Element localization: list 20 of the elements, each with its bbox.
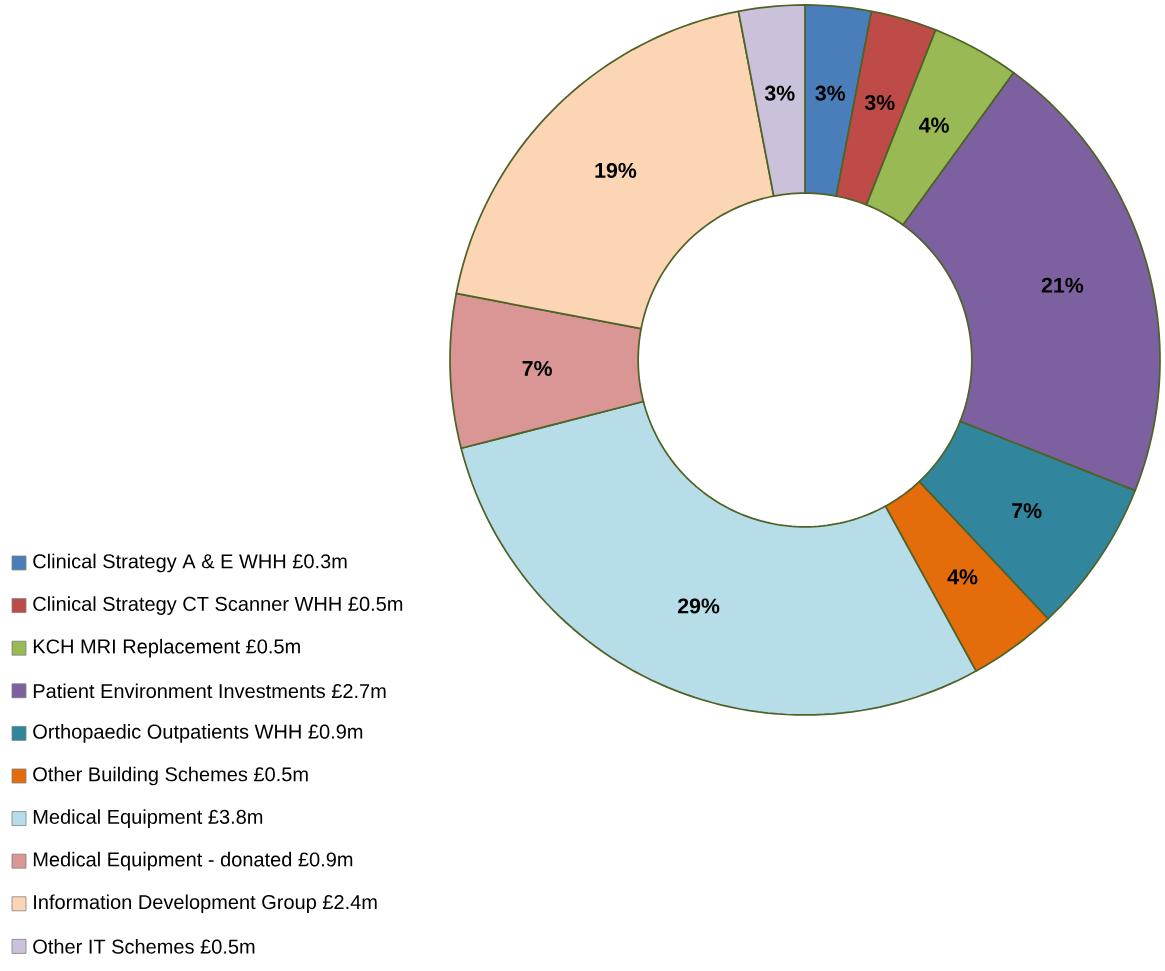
legend-label: Other Building Schemes £0.5m bbox=[33, 766, 308, 786]
legend-label: KCH MRI Replacement £0.5m bbox=[33, 638, 300, 658]
data-label: 7% bbox=[1012, 503, 1042, 519]
legend-label: Patient Environment Investments £2.7m bbox=[33, 683, 386, 699]
legend-label: Other IT Schemes £0.5m bbox=[33, 939, 255, 954]
data-label: 3% bbox=[815, 85, 846, 101]
legend-label: Clinical Strategy CT Scanner WHH £0.5m bbox=[33, 596, 403, 615]
data-label: 4% bbox=[947, 569, 978, 585]
data-label: 19% bbox=[595, 162, 637, 179]
data-label: 3% bbox=[764, 85, 795, 101]
legend-label: Clinical Strategy A & E WHH £0.3m bbox=[33, 553, 347, 573]
legend-label: Medical Equipment - donated £0.9m bbox=[33, 851, 353, 871]
data-label: 21% bbox=[1041, 277, 1084, 293]
legend-label: Orthopaedic Outpatients WHH £0.9m bbox=[33, 724, 363, 743]
data-label: 3% bbox=[864, 95, 895, 111]
data-label: 4% bbox=[919, 117, 949, 133]
data-label: 7% bbox=[522, 360, 552, 376]
data-label: 29% bbox=[677, 598, 720, 614]
legend-label: Medical Equipment £3.8m bbox=[33, 809, 263, 828]
legend-label: Information Development Group £2.4m bbox=[34, 894, 377, 914]
